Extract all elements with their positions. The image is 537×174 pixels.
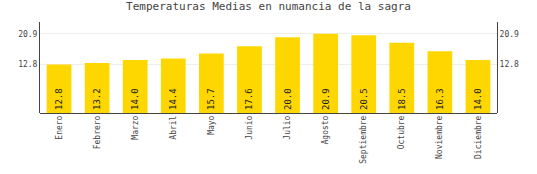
svg-text:20.0: 20.0 bbox=[283, 88, 293, 110]
svg-text:20.9: 20.9 bbox=[500, 30, 519, 39]
svg-text:Octubre: Octubre bbox=[397, 115, 406, 149]
svg-text:20.5: 20.5 bbox=[359, 88, 369, 110]
svg-text:Abril: Abril bbox=[169, 115, 178, 139]
svg-text:14.0: 14.0 bbox=[473, 88, 483, 110]
svg-text:15.7: 15.7 bbox=[206, 88, 216, 110]
svg-text:12.8: 12.8 bbox=[54, 88, 64, 110]
svg-text:Temperaturas Medias en numanci: Temperaturas Medias en numancia de la sa… bbox=[126, 0, 411, 13]
svg-text:20.9: 20.9 bbox=[18, 30, 37, 39]
svg-text:Enero: Enero bbox=[55, 115, 64, 139]
svg-text:Septiembre: Septiembre bbox=[359, 115, 368, 163]
svg-text:Marzo: Marzo bbox=[131, 115, 140, 139]
svg-text:12.8: 12.8 bbox=[500, 60, 519, 69]
svg-text:16.3: 16.3 bbox=[435, 88, 445, 110]
svg-text:18.5: 18.5 bbox=[397, 88, 407, 110]
svg-text:17.6: 17.6 bbox=[244, 88, 254, 110]
svg-text:Agosto: Agosto bbox=[321, 115, 330, 144]
svg-text:12.8: 12.8 bbox=[18, 60, 37, 69]
svg-text:14.0: 14.0 bbox=[130, 88, 140, 110]
svg-text:Febrero: Febrero bbox=[93, 115, 102, 149]
svg-text:Mayo: Mayo bbox=[207, 115, 216, 134]
svg-text:Noviembre: Noviembre bbox=[435, 115, 444, 159]
svg-text:13.2: 13.2 bbox=[92, 88, 102, 110]
svg-text:14.4: 14.4 bbox=[168, 88, 178, 110]
svg-text:Diciembre: Diciembre bbox=[474, 115, 483, 159]
svg-text:Julio: Julio bbox=[283, 115, 292, 139]
svg-text:20.9: 20.9 bbox=[321, 88, 331, 110]
svg-text:Junio: Junio bbox=[245, 115, 254, 139]
